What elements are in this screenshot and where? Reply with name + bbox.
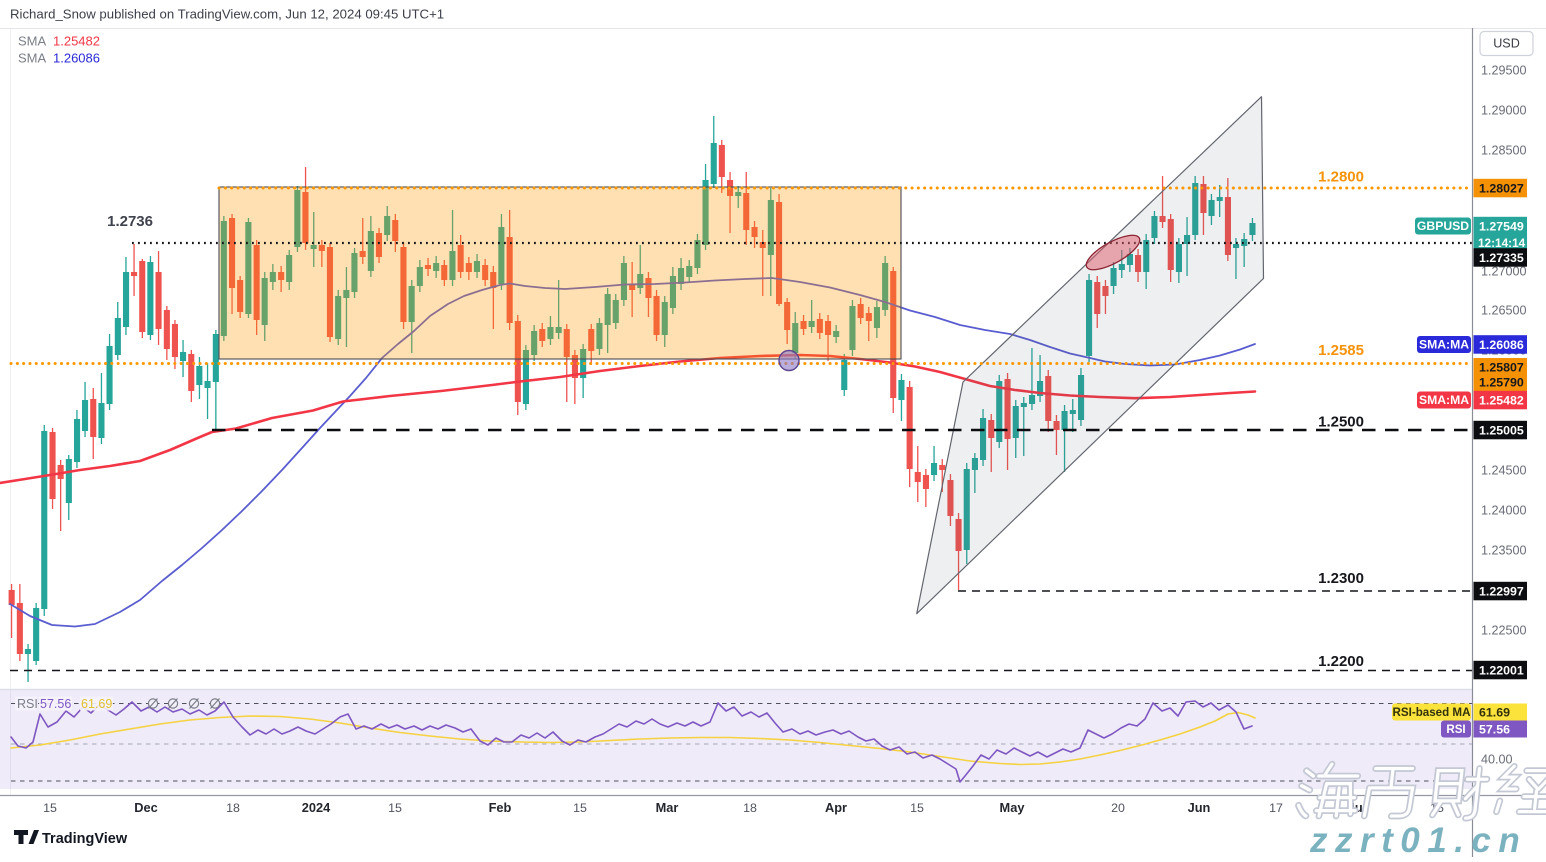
svg-text:1.25005: 1.25005 [1479,423,1524,437]
svg-text:Dec: Dec [134,800,157,815]
svg-text:SMA: SMA [18,34,47,49]
svg-text:1.2500: 1.2500 [1318,414,1364,431]
svg-text:1.28500: 1.28500 [1481,143,1527,157]
svg-text:Jun: Jun [1188,800,1211,815]
svg-text:1.2800: 1.2800 [1318,169,1364,186]
svg-text:1.25790: 1.25790 [1479,376,1524,390]
svg-text:1.28027: 1.28027 [1479,181,1524,195]
svg-text:Apr: Apr [825,800,847,815]
svg-text:61.69: 61.69 [1479,705,1510,719]
svg-text:1.2585: 1.2585 [1318,342,1364,359]
svg-text:SMA:MA: SMA:MA [1419,393,1469,407]
svg-text:1.25807: 1.25807 [1479,361,1524,375]
svg-text:1.29000: 1.29000 [1481,103,1527,117]
svg-text:15: 15 [388,801,402,815]
svg-text:1.27000: 1.27000 [1481,264,1527,278]
svg-text:GBPUSD: GBPUSD [1417,219,1469,233]
svg-text:1.27549: 1.27549 [1479,219,1524,233]
svg-text:1.29500: 1.29500 [1481,63,1527,77]
svg-text:zzrt01.cn: zzrt01.cn [1309,821,1527,857]
svg-text:18: 18 [226,801,240,815]
svg-text:1.26086: 1.26086 [1479,338,1524,352]
svg-text:Feb: Feb [489,800,512,815]
svg-text:SMA:MA: SMA:MA [1419,338,1469,352]
svg-text:Mar: Mar [656,800,679,815]
svg-text:57.56: 57.56 [1479,722,1510,736]
svg-text:15: 15 [43,801,57,815]
svg-text:Richard_Snow published on Trad: Richard_Snow published on TradingView.co… [10,7,444,22]
svg-text:1.27335: 1.27335 [1479,251,1524,265]
svg-text:57.56: 57.56 [40,697,71,711]
svg-text:TradingView: TradingView [42,831,128,847]
svg-text:1.2200: 1.2200 [1318,653,1364,670]
svg-text:61.69: 61.69 [81,697,112,711]
svg-text:18: 18 [743,801,757,815]
svg-text:1.24500: 1.24500 [1481,463,1527,477]
svg-text:1.25482: 1.25482 [1479,393,1524,407]
svg-text:1.22001: 1.22001 [1479,663,1524,677]
svg-text:1.24000: 1.24000 [1481,503,1527,517]
svg-text:20: 20 [1111,801,1125,815]
svg-text:RSI-based MA: RSI-based MA [1393,706,1472,719]
svg-text:12:14:14: 12:14:14 [1478,236,1526,250]
svg-text:15: 15 [573,801,587,815]
svg-text:1.22997: 1.22997 [1479,584,1524,598]
svg-text:1.22500: 1.22500 [1481,623,1527,637]
svg-text:SMA: SMA [18,51,47,66]
svg-text:2024: 2024 [302,800,331,815]
svg-text:1.25482: 1.25482 [53,34,100,49]
svg-text:15: 15 [910,801,924,815]
svg-text:RSI: RSI [17,697,38,711]
svg-text:40.00: 40.00 [1481,752,1513,766]
svg-text:1.23500: 1.23500 [1481,543,1527,557]
svg-text:May: May [1000,800,1026,815]
svg-text:1.2300: 1.2300 [1318,570,1364,587]
svg-text:1.2736: 1.2736 [107,213,153,230]
svg-text:1.26086: 1.26086 [53,51,100,66]
svg-text:USD: USD [1493,37,1520,51]
svg-text:17: 17 [1269,801,1283,815]
svg-text:RSI: RSI [1446,723,1465,736]
svg-text:1.26500: 1.26500 [1481,303,1527,317]
